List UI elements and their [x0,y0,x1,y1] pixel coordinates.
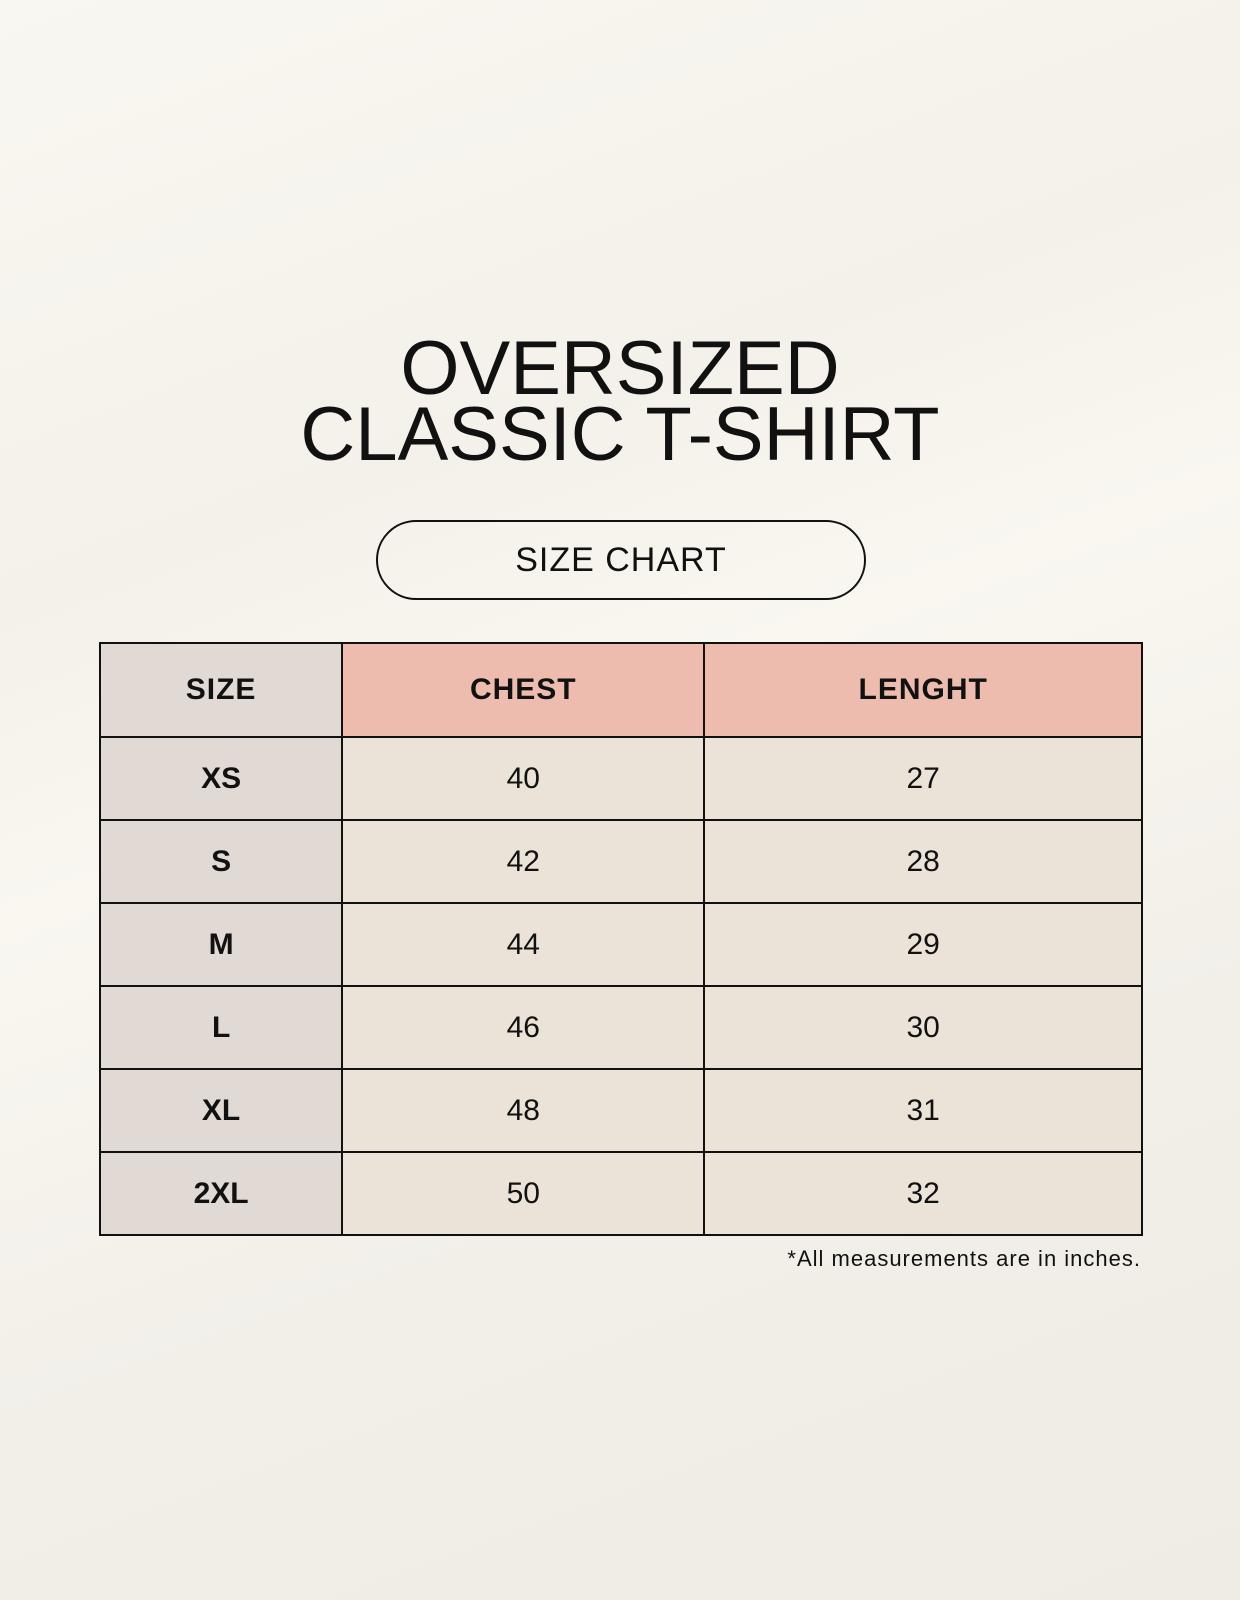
cell-chest: 44 [341,902,706,987]
table-row: M 44 29 [98,902,1143,987]
cell-chest: 48 [341,1068,706,1153]
cell-size: 2XL [98,1151,344,1236]
title-line-2: CLASSIC T-SHIRT [300,392,940,477]
table-row: L 46 30 [98,985,1143,1070]
cell-length: 30 [703,985,1143,1070]
size-chart-badge: SIZE CHART [376,520,866,600]
cell-chest: 42 [341,819,706,904]
cell-size: M [98,902,344,987]
header-size: SIZE [98,642,344,738]
size-table: SIZE CHEST LENGHT XS 40 27 S 42 28 M 44 29 L 46 30 X… [98,642,1143,1236]
cell-size: XL [98,1068,344,1153]
footnote: *All measurements are in inches. [787,1246,1141,1271]
cell-length: 27 [703,736,1143,821]
cell-length: 29 [703,902,1143,987]
table-row: S 42 28 [98,819,1143,904]
title-line-1: OVERSIZED [400,326,840,411]
table-row: 2XL 50 32 [98,1151,1143,1236]
table-row: XL 48 31 [98,1068,1143,1153]
header-chest: CHEST [341,642,706,738]
cell-length: 32 [703,1151,1143,1236]
cell-length: 31 [703,1068,1143,1153]
cell-size: S [98,819,344,904]
cell-chest: 46 [341,985,706,1070]
cell-size: XS [98,736,344,821]
table-row: XS 40 27 [98,736,1143,821]
page-title: OVERSIZED CLASSIC T-SHIRT [0,326,1240,477]
cell-chest: 50 [341,1151,706,1236]
table-header-row: SIZE CHEST LENGHT [98,642,1143,738]
cell-length: 28 [703,819,1143,904]
cell-chest: 40 [341,736,706,821]
header-length: LENGHT [703,642,1143,738]
cell-size: L [98,985,344,1070]
